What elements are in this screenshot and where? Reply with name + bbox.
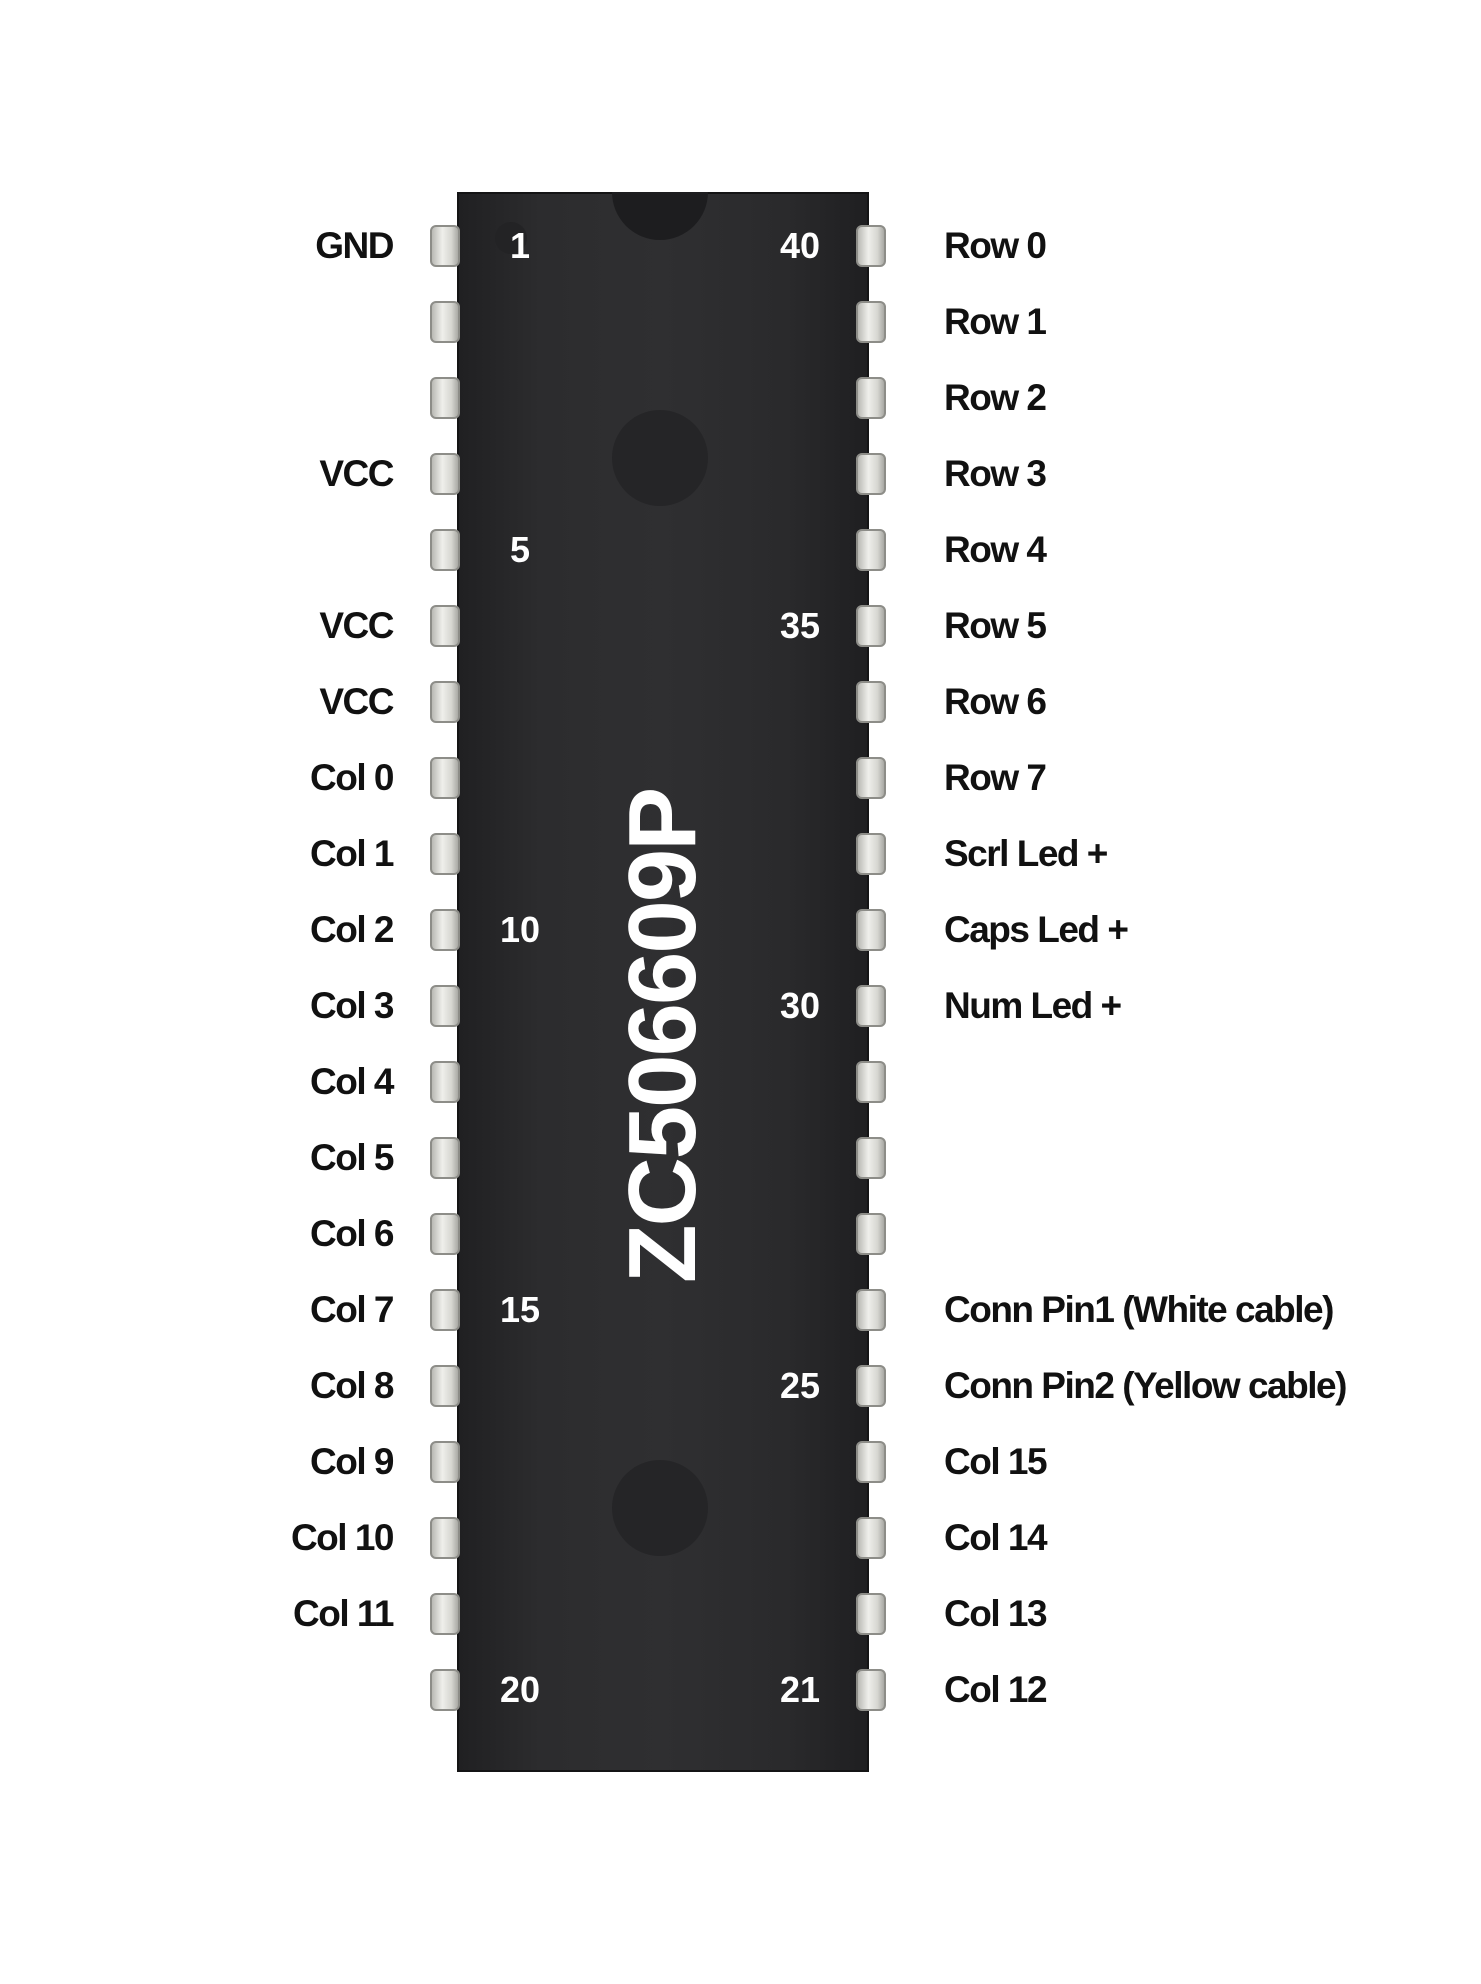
pin-label-37: Row 3 (944, 453, 1047, 494)
pin-37 (856, 453, 886, 495)
pin-27 (856, 1213, 886, 1255)
pin-label-16: Col 8 (310, 1365, 394, 1406)
pin-label-30: Num Led + (944, 985, 1122, 1026)
pin-number-5: 5 (509, 529, 531, 570)
pin-label-35: Row 5 (944, 605, 1047, 646)
pin-label-11: Col 3 (310, 985, 394, 1026)
pin-label-34: Row 6 (944, 681, 1047, 722)
pin-label-17: Col 9 (310, 1441, 394, 1482)
pin-29 (856, 1061, 886, 1103)
pin-label-8: Col 0 (310, 757, 394, 798)
pin-34 (856, 681, 886, 723)
pin-40 (856, 225, 886, 267)
pin-9 (430, 833, 460, 875)
pin-label-4: VCC (319, 453, 394, 494)
pin-17 (430, 1441, 460, 1483)
chip-part-number: ZC506609P (609, 788, 716, 1284)
pin-33 (856, 757, 886, 799)
pin-label-36: Row 4 (944, 529, 1047, 570)
pin-label-23: Col 14 (944, 1517, 1048, 1558)
pin-26 (856, 1289, 886, 1331)
pin-3 (430, 377, 460, 419)
pin-2 (430, 301, 460, 343)
pin-39 (856, 301, 886, 343)
pin-label-33: Row 7 (944, 757, 1047, 798)
pin-label-12: Col 4 (310, 1061, 394, 1102)
pin-12 (430, 1061, 460, 1103)
pin-label-32: Scrl Led + (944, 833, 1108, 874)
pin-8 (430, 757, 460, 799)
pin-28 (856, 1137, 886, 1179)
pin-13 (430, 1137, 460, 1179)
pin-label-10: Col 2 (310, 909, 394, 950)
pin-25 (856, 1365, 886, 1407)
pin-32 (856, 833, 886, 875)
pin-label-7: VCC (319, 681, 394, 722)
pin-label-13: Col 5 (310, 1137, 394, 1178)
pin-label-31: Caps Led + (944, 909, 1129, 950)
pin-1 (430, 225, 460, 267)
chip-mold-mark-bottom (612, 1460, 708, 1556)
pin-22 (856, 1593, 886, 1635)
pin-number-20: 20 (499, 1669, 541, 1710)
pin-label-15: Col 7 (310, 1289, 394, 1330)
pin-label-18: Col 10 (290, 1517, 395, 1558)
pin-38 (856, 377, 886, 419)
pin-21 (856, 1669, 886, 1711)
pin-number-15: 15 (499, 1289, 541, 1330)
pin1-marker-dot (495, 222, 527, 254)
pin-15 (430, 1289, 460, 1331)
pin-label-24: Col 15 (944, 1441, 1048, 1482)
pin-label-9: Col 1 (310, 833, 394, 874)
pin-5 (430, 529, 460, 571)
pin-number-1: 1 (509, 225, 531, 266)
pin-label-21: Col 12 (944, 1669, 1048, 1710)
pin-label-39: Row 1 (944, 301, 1047, 342)
pin-label-19: Col 11 (293, 1593, 395, 1634)
pin-label-22: Col 13 (944, 1593, 1048, 1634)
pin-18 (430, 1517, 460, 1559)
chip-mold-mark-top (612, 410, 708, 506)
pin-19 (430, 1593, 460, 1635)
pin-10 (430, 909, 460, 951)
pin-35 (856, 605, 886, 647)
pin-label-40: Row 0 (944, 225, 1047, 266)
pin-number-40: 40 (779, 225, 821, 266)
pin-16 (430, 1365, 460, 1407)
pin-14 (430, 1213, 460, 1255)
pin-label-6: VCC (319, 605, 394, 646)
pin-7 (430, 681, 460, 723)
pin-20 (430, 1669, 460, 1711)
pin-31 (856, 909, 886, 951)
pin-number-21: 21 (779, 1669, 821, 1710)
pin-30 (856, 985, 886, 1027)
pin-36 (856, 529, 886, 571)
pin-label-26: Conn Pin1 (White cable) (944, 1289, 1334, 1330)
pin-label-1: GND (315, 225, 394, 266)
pin-number-30: 30 (779, 985, 821, 1026)
pin-number-35: 35 (779, 605, 821, 646)
pin-23 (856, 1517, 886, 1559)
pin-label-38: Row 2 (944, 377, 1047, 418)
pin-4 (430, 453, 460, 495)
pin-6 (430, 605, 460, 647)
pin-11 (430, 985, 460, 1027)
pin-number-25: 25 (779, 1365, 821, 1406)
pin-label-14: Col 6 (310, 1213, 394, 1254)
pin-label-25: Conn Pin2 (Yellow cable) (944, 1365, 1347, 1406)
pin-number-10: 10 (499, 909, 541, 950)
pin-24 (856, 1441, 886, 1483)
